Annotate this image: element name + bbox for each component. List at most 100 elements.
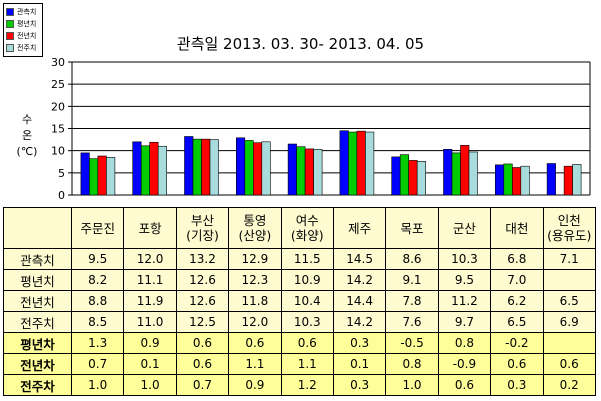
table-cell <box>542 332 596 354</box>
column-header: 인천 (용유도) <box>542 207 596 249</box>
y-axis-label-part: 수 <box>21 113 33 126</box>
bar-chart: 0 5 10 15 20 25 30 <box>51 56 591 202</box>
bar-전주치 <box>572 164 582 196</box>
bar-전년치 <box>408 160 418 196</box>
bar-관측치 <box>287 143 297 196</box>
table-cell: 14.2 <box>332 311 387 333</box>
y-tick-label: 5 <box>58 167 65 180</box>
table-cell: 14.4 <box>332 290 387 312</box>
table-cell: 10.4 <box>280 290 334 312</box>
table-cell: 12.9 <box>228 248 282 270</box>
table-cell: -0.2 <box>490 332 544 354</box>
table-cell: 7.0 <box>490 269 544 291</box>
table-cell: -0.5 <box>385 332 439 354</box>
table-cell: 8.2 <box>70 269 125 291</box>
column-header-line: (기장) <box>186 228 219 243</box>
table-cell: 6.2 <box>490 290 544 312</box>
row-label: 전주차 <box>3 374 72 396</box>
table-cell: 7.1 <box>542 248 596 270</box>
column-header: 통영 (산양) <box>228 207 282 249</box>
bar-관측치 <box>339 130 349 196</box>
table-cell: 11.9 <box>123 290 177 312</box>
table-cell: 11.2 <box>437 290 492 312</box>
table-cell: 0.7 <box>70 353 125 375</box>
table-cell: 13.2 <box>175 248 230 270</box>
bar-전주치 <box>520 165 530 196</box>
bar-전주치 <box>157 145 167 196</box>
bar-전년치 <box>511 167 522 196</box>
chart-title: 관측일 2013. 03. 30- 2013. 04. 05 <box>176 35 425 53</box>
bar-관측치 <box>391 156 401 196</box>
legend-swatch <box>6 20 14 28</box>
column-header-line: (화양) <box>290 228 324 243</box>
bar-전년치 <box>460 145 470 196</box>
row-label: 전년치 <box>3 290 72 312</box>
column-header: 목포 <box>385 207 439 249</box>
table-cell: 11.1 <box>123 269 177 291</box>
column-header: 부산 (기장) <box>175 207 230 249</box>
bar-전주치 <box>209 139 219 196</box>
bar-관측치 <box>546 163 556 196</box>
row-label: 전년차 <box>3 353 72 375</box>
bar-전주치 <box>416 161 427 196</box>
table-cell: 12.6 <box>175 290 230 312</box>
table-cell: 0.3 <box>332 332 387 354</box>
column-header-line: 통영 <box>243 213 267 228</box>
table-cell: 9.7 <box>437 311 492 333</box>
table-cell: 1.3 <box>70 332 125 354</box>
table-cell: 11.0 <box>123 311 177 333</box>
y-axis-label-part: 온 <box>21 129 33 142</box>
bar-전주치 <box>468 151 478 196</box>
y-tick-label: 25 <box>51 78 65 91</box>
y-axis-label-part: (℃) <box>16 145 38 158</box>
legend-label: 전주치 <box>17 44 37 52</box>
bar-전년치 <box>563 165 573 196</box>
table-row: 전주차 1.0 1.0 0.7 0.9 1.2 0.3 1.0 0.6 0.3 0.2 <box>3 374 596 396</box>
legend-swatch <box>6 44 14 52</box>
table-cell: 6.8 <box>490 248 544 270</box>
bar-평년치 <box>140 145 150 196</box>
bar-평년치 <box>244 140 254 196</box>
table-header-row: 주문진 포항 부산 (기장) 통영 (산양) 여수 (화양) 제주 목포 군산 대천 인천 (용유도) <box>3 207 596 249</box>
table-cell: 6.5 <box>542 290 596 312</box>
table-corner <box>3 207 72 249</box>
table-cell: 0.6 <box>437 374 492 396</box>
bar-전주치 <box>261 141 271 196</box>
column-header-line: 부산 <box>190 213 214 228</box>
bar-전년치 <box>356 130 366 196</box>
legend-label: 전년치 <box>17 32 37 40</box>
column-header-line: 대천 <box>505 220 529 236</box>
table-cell: 14.5 <box>332 248 387 270</box>
table-cell: 0.1 <box>123 353 177 375</box>
table-cell: 0.6 <box>542 353 596 375</box>
bar-전주치 <box>106 157 116 196</box>
table-row: 관측치 9.5 12.0 13.2 12.9 11.5 14.5 8.6 10.3 6.8 7.1 <box>3 248 596 270</box>
column-header-line: 군산 <box>452 220 476 236</box>
bar-평년치 <box>503 163 513 196</box>
table-cell: 8.8 <box>70 290 125 312</box>
bar-평년치 <box>348 131 358 196</box>
table-cell: 12.0 <box>123 248 177 270</box>
table-cell: 7.6 <box>385 311 439 333</box>
table-cell: 1.0 <box>70 374 125 396</box>
table-cell: 6.5 <box>490 311 544 333</box>
column-header-line: (산양) <box>238 228 272 243</box>
bar-관측치 <box>80 152 90 196</box>
bar-전주치 <box>313 149 323 196</box>
bar-관측치 <box>184 136 194 196</box>
table-cell: 0.6 <box>490 353 544 375</box>
bar-전주치 <box>365 131 375 196</box>
table-cell: 0.2 <box>542 374 596 396</box>
table-cell: 0.6 <box>228 332 282 354</box>
column-header-line: (용유도) <box>547 228 592 243</box>
bar-평년치 <box>296 146 306 196</box>
bar-전년치 <box>201 138 211 196</box>
table-cell: 1.2 <box>280 374 334 396</box>
table-row: 전주치 8.5 11.0 12.5 12.0 10.3 14.2 7.6 9.7 6.5 6.9 <box>3 311 596 333</box>
y-tick-label: 0 <box>58 189 65 202</box>
legend-item: 전년치 <box>6 30 40 42</box>
bar-관측치 <box>132 141 142 196</box>
bar-평년치 <box>399 154 410 196</box>
column-header: 여수 (화양) <box>280 207 334 249</box>
table-cell: 14.2 <box>332 269 387 291</box>
